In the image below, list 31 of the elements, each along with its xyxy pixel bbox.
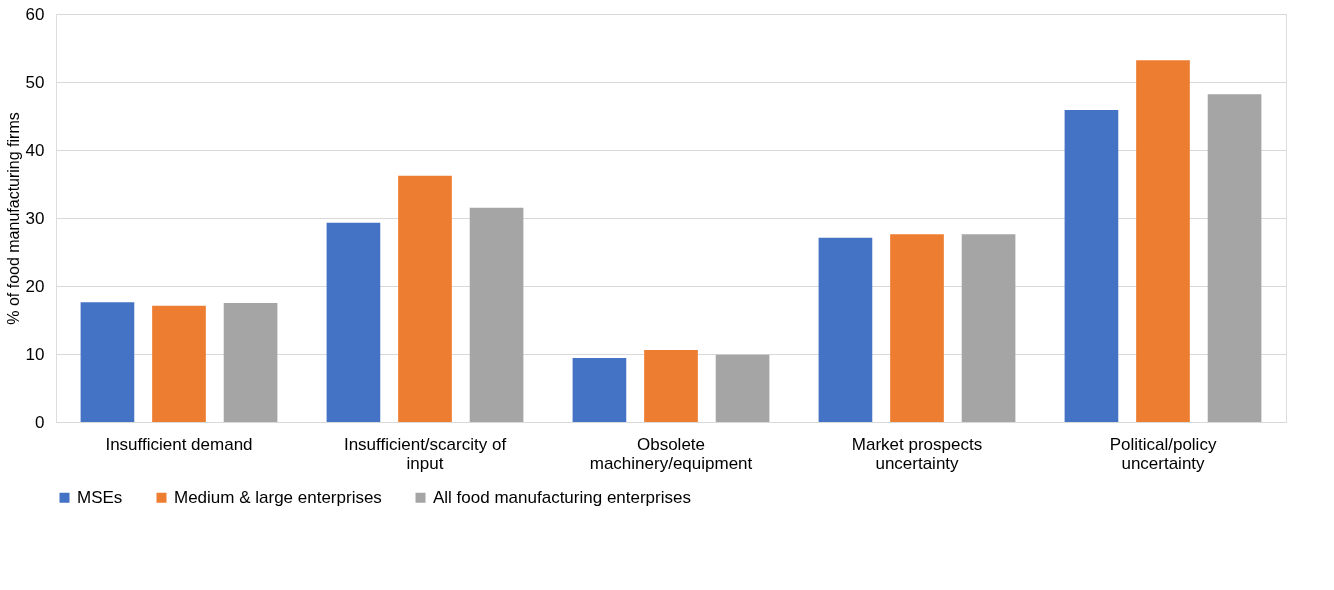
- bar: [1207, 94, 1262, 422]
- y-tick-label: 0: [35, 412, 45, 432]
- bar: [572, 358, 627, 422]
- y-tick-label: 10: [25, 344, 45, 364]
- y-tick-label: 60: [25, 4, 45, 24]
- x-tick-label: Obsolete machinery/equipment: [589, 434, 753, 473]
- bar: [1064, 109, 1119, 422]
- y-axis-title: % of food manufacturing firms: [4, 112, 22, 325]
- bar: [644, 349, 698, 422]
- bar: [890, 234, 944, 422]
- bar: [961, 234, 1016, 422]
- x-tick-label: Insufficient demand: [105, 434, 253, 454]
- bar: [715, 354, 770, 422]
- legend-label: MSEs: [77, 487, 123, 507]
- x-tick-label: Market prospects uncertainty: [851, 434, 983, 473]
- legend-label: All food manufacturing enterprises: [433, 487, 691, 507]
- legend-label: Medium & large enterprises: [174, 487, 382, 507]
- bar: [398, 175, 452, 422]
- x-tick-label: Insufficient/scarcity of input: [343, 434, 507, 473]
- y-tick-label: 30: [25, 208, 45, 228]
- bar: [1136, 60, 1190, 422]
- bar: [80, 302, 135, 422]
- bar: [469, 207, 524, 422]
- y-tick-label: 50: [25, 72, 45, 92]
- x-tick-label: Political/policy uncertainty: [1109, 434, 1217, 473]
- bar: [326, 222, 381, 422]
- bar: [152, 305, 206, 422]
- bar: [818, 237, 873, 422]
- y-tick-label: 20: [25, 276, 45, 296]
- y-tick-label: 40: [25, 140, 45, 160]
- bar: [223, 303, 278, 422]
